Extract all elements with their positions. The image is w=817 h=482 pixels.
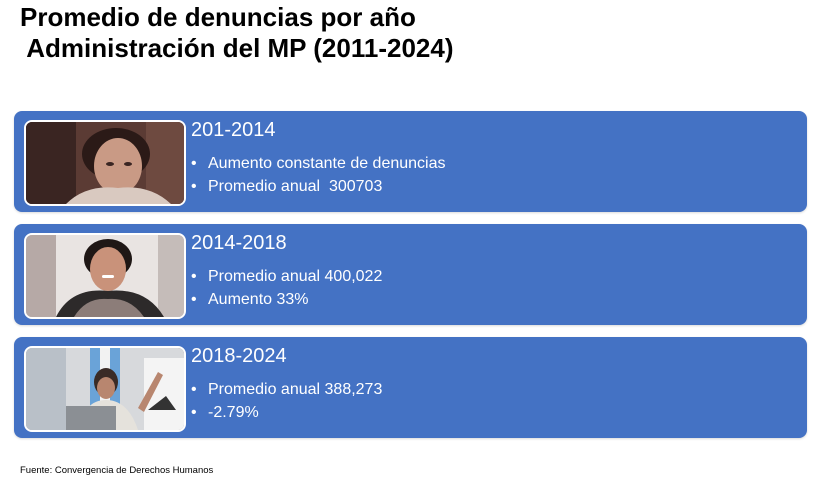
bullet-dot: • <box>191 381 197 398</box>
bullet-dot: • <box>191 155 197 172</box>
card-bullet-list: • Promedio anual 400,022 • Aumento 33% <box>189 265 382 311</box>
list-item: • Promedio anual 300703 <box>189 175 446 198</box>
list-item: • Aumento constante de denuncias <box>189 152 446 175</box>
bullet-dot: • <box>191 268 197 285</box>
portrait-photo-2 <box>24 233 186 319</box>
list-item: • Promedio anual 400,022 <box>189 265 382 288</box>
card-period-title: 2018-2024 <box>191 345 287 367</box>
portrait-photo-3 <box>24 346 186 432</box>
card-period-title: 201-2014 <box>191 119 276 141</box>
card-bullet-list: • Promedio anual 388,273 • -2.79% <box>189 378 382 424</box>
card-bullet-list: • Aumento constante de denuncias • Promedi… <box>189 152 446 198</box>
bullet-dot: • <box>191 404 197 421</box>
portrait-image-3 <box>26 348 184 430</box>
portrait-image-2 <box>26 235 184 317</box>
bullet-text: Aumento 33% <box>208 291 309 308</box>
bullet-text: -2.79% <box>208 404 259 421</box>
bullet-dot: • <box>191 178 197 195</box>
bullet-text: Aumento constante de denuncias <box>208 155 446 172</box>
title-line-1: Promedio de denuncias por año <box>20 2 416 32</box>
bullet-dot: • <box>191 291 197 308</box>
period-card-2014-2018: 2014-2018 • Promedio anual 400,022 • Aumen… <box>14 224 807 325</box>
portrait-photo-1 <box>24 120 186 206</box>
portrait-image-1 <box>26 122 184 204</box>
list-item: • -2.79% <box>189 401 382 424</box>
card-period-title: 2014-2018 <box>191 232 287 254</box>
source-note: Fuente: Convergencia de Derechos Humanos <box>20 465 214 476</box>
period-card-2018-2024: 2018-2024 • Promedio anual 388,273 • -2.79… <box>14 337 807 438</box>
page-title: Promedio de denuncias por año Administra… <box>20 2 454 64</box>
bullet-text: Promedio anual 400,022 <box>208 268 383 285</box>
title-line-2: Administración del MP (2011-2024) <box>20 33 454 63</box>
period-card-2011-2014: 201-2014 • Aumento constante de denuncias… <box>14 111 807 212</box>
list-item: • Promedio anual 388,273 <box>189 378 382 401</box>
list-item: • Aumento 33% <box>189 288 382 311</box>
bullet-text: Promedio anual 300703 <box>208 178 383 195</box>
bullet-text: Promedio anual 388,273 <box>208 381 383 398</box>
